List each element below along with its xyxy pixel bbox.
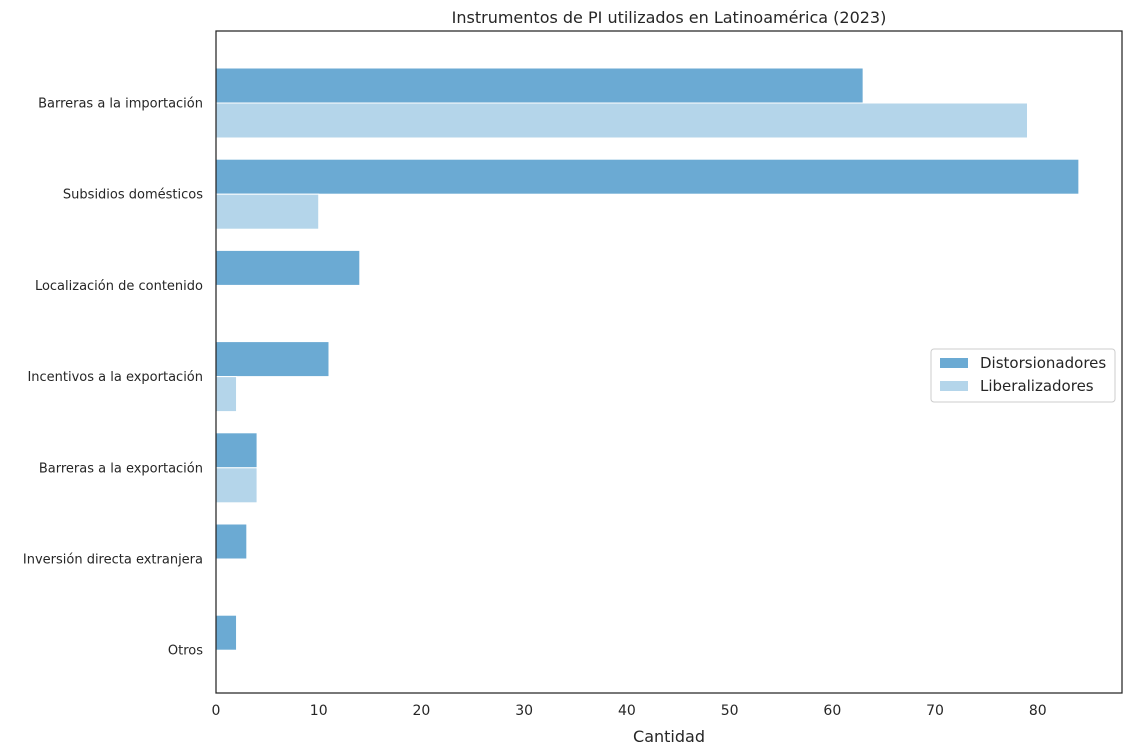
legend-swatch	[940, 358, 968, 368]
bar-distorsionadores	[215, 341, 330, 378]
y-tick-label: Incentivos a la exportación	[27, 370, 203, 385]
x-tick-label: 0	[212, 703, 221, 719]
legend-swatch	[940, 381, 968, 391]
x-tick-label: 80	[1029, 703, 1047, 719]
legend-label: Distorsionadores	[980, 354, 1106, 372]
y-tick-label: Barreras a la exportación	[39, 461, 203, 476]
x-tick-label: 10	[310, 703, 328, 719]
x-tick-label: 20	[413, 703, 431, 719]
x-tick-label: 50	[721, 703, 739, 719]
bar-liberalizadores	[215, 193, 320, 230]
chart-title: Instrumentos de PI utilizados en Latinoa…	[452, 8, 887, 27]
x-tick-label: 30	[515, 703, 533, 719]
y-tick-label: Otros	[168, 644, 203, 659]
legend: Distorsionadores Liberalizadores	[930, 348, 1116, 403]
bar-liberalizadores	[215, 376, 238, 413]
bar-distorsionadores	[215, 67, 864, 104]
x-axis-label: Cantidad	[633, 727, 705, 746]
y-tick-label: Localización de contenido	[35, 279, 203, 294]
legend-box	[930, 348, 1116, 403]
bar-distorsionadores	[215, 614, 238, 651]
x-tick-label: 60	[823, 703, 841, 719]
bar-distorsionadores	[215, 249, 361, 286]
bar-liberalizadores	[215, 102, 1028, 139]
bar-distorsionadores	[215, 523, 248, 560]
y-tick-label: Inversión directa extranjera	[23, 553, 203, 568]
plot-area: Barreras a la importación Subsidios domés…	[23, 30, 1123, 719]
y-tick-label: Subsidios domésticos	[63, 188, 203, 203]
bar-liberalizadores	[215, 467, 258, 504]
legend-label: Liberalizadores	[980, 377, 1094, 395]
x-tick-label: 70	[926, 703, 944, 719]
x-tick-label: 40	[618, 703, 636, 719]
plot-frame	[215, 30, 1123, 694]
y-tick-label: Barreras a la importación	[38, 97, 203, 112]
bar-distorsionadores	[215, 158, 1080, 195]
bar-distorsionadores	[215, 432, 258, 469]
